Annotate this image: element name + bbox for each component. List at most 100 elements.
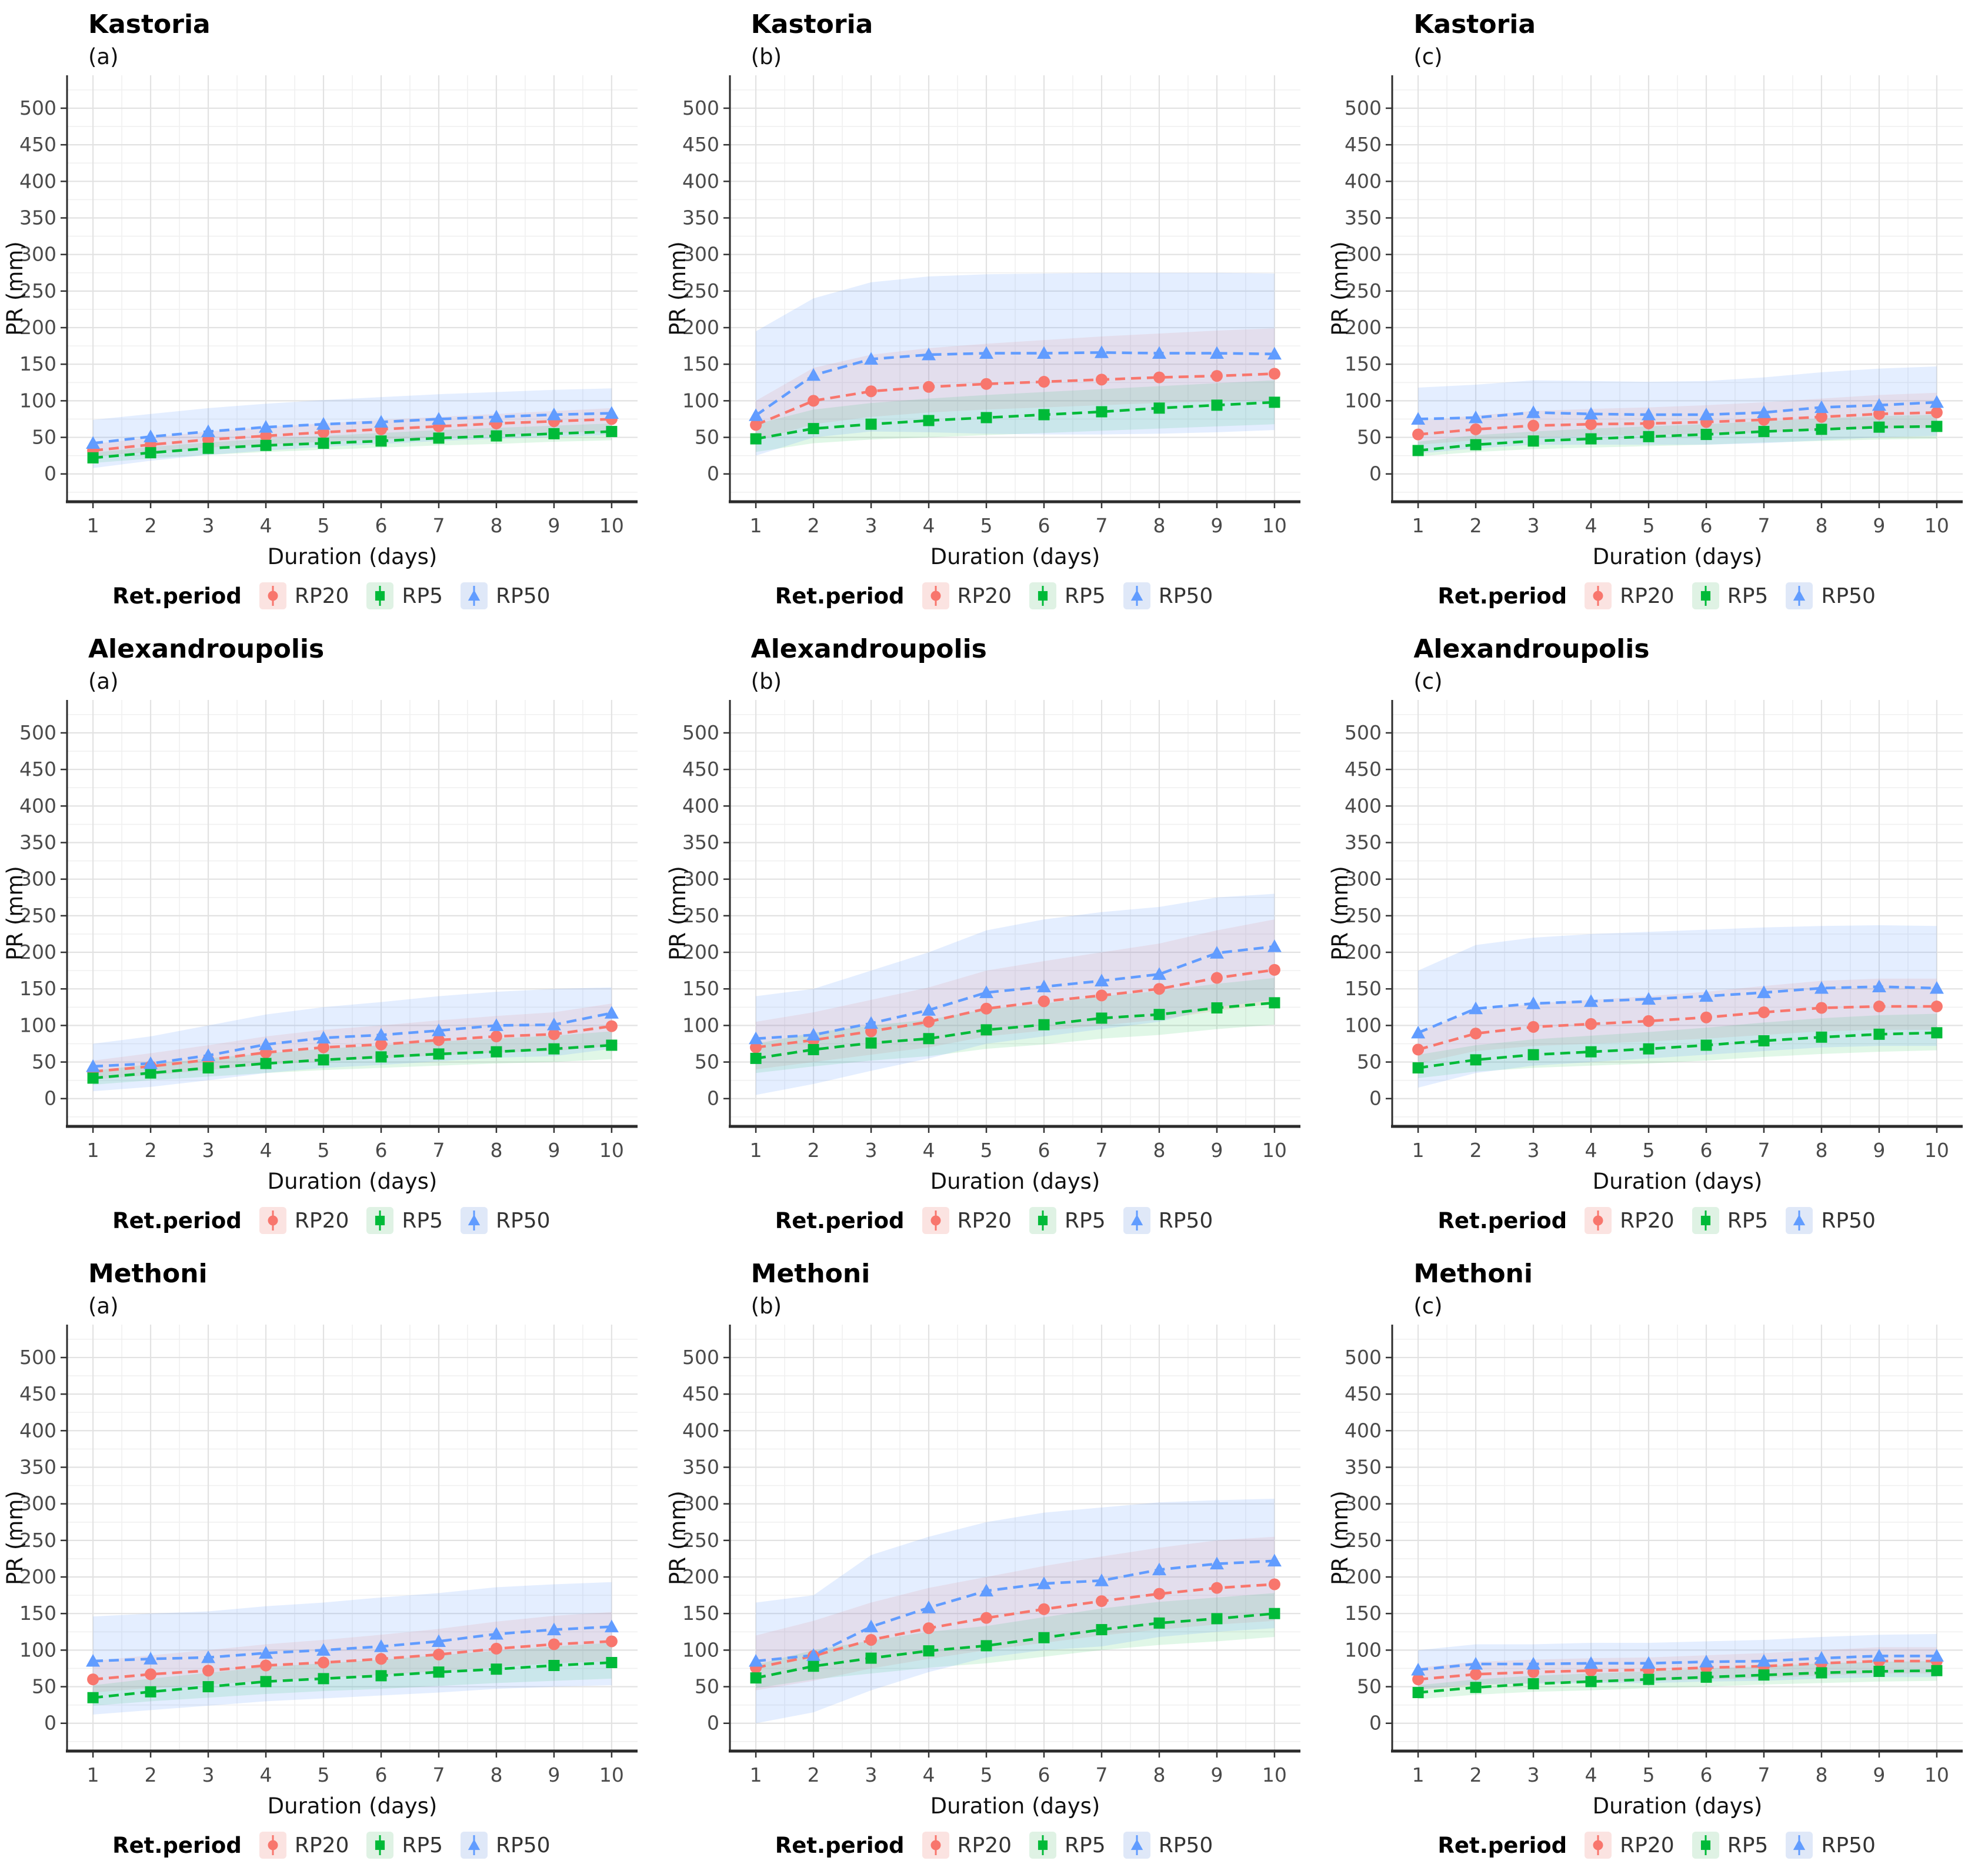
legend-item-RP20: RP20: [259, 1832, 349, 1859]
panel-label: (a): [88, 44, 119, 69]
data-point: [201, 424, 216, 438]
plot-svg: 1 2 3 4 5 6 7 8 9 1005010015020025030035040045050…: [1327, 1325, 1963, 1819]
station-title: Kastoria: [1413, 9, 1536, 39]
legend-key-glyph: [268, 1835, 278, 1855]
data-point: [375, 1051, 387, 1063]
legend: Ret.period RP20 RP5 RP50: [0, 582, 663, 609]
data-point: [202, 442, 214, 454]
data-point: [433, 1048, 445, 1060]
data-point: [1585, 433, 1597, 445]
y-tick-label: 300: [19, 1492, 56, 1515]
ribbon-RP20: [1418, 978, 1937, 1064]
legend-key-glyph: [375, 586, 385, 606]
panel-label: (b): [750, 669, 782, 694]
legend-key-RP5: [1029, 1832, 1057, 1859]
data-point: [1412, 1687, 1424, 1699]
data-point: [1412, 1043, 1425, 1056]
data-point: [865, 1652, 877, 1664]
data-point: [546, 1018, 561, 1031]
x-tick-label: 9: [548, 514, 560, 537]
data-point: [1038, 1632, 1050, 1643]
data-point: [865, 1037, 877, 1049]
y-tick-label: 450: [1345, 1382, 1382, 1405]
legend-item-RP20: RP20: [1585, 1832, 1675, 1859]
legend-key-RP20: [1585, 1832, 1612, 1859]
y-tick-label: 250: [19, 279, 56, 302]
y-tick-label: 250: [1345, 279, 1382, 302]
line-RP50: [1417, 985, 1937, 1034]
station-title: Kastoria: [750, 9, 873, 39]
data-point: [1527, 1021, 1540, 1033]
data-point: [1872, 398, 1887, 411]
x-tick-label: 6: [1038, 1763, 1050, 1786]
legend-label-RP20: RP20: [294, 583, 349, 608]
data-point: [1209, 946, 1224, 959]
x-tick-label: 7: [1095, 514, 1108, 537]
chart-panel: Alexandroupolis (c) 1 2 3 4 5 6 7 8 9 10 0 50 100 150…: [1325, 625, 1988, 1249]
data-point: [87, 1673, 99, 1686]
x-tick-label: 8: [490, 1763, 502, 1786]
y-tick-label: 400: [1345, 169, 1382, 192]
data-point: [807, 395, 819, 407]
x-tick-label: 3: [1527, 514, 1540, 537]
data-point: [1038, 1840, 1048, 1850]
data-point: [431, 1634, 446, 1647]
data-point: [1095, 1595, 1108, 1608]
data-point: [748, 1654, 763, 1667]
legend-key-RP20: [922, 582, 949, 609]
x-tick-label: 6: [1700, 514, 1713, 537]
data-point: [1643, 431, 1655, 442]
legend-key-glyph: [1038, 1211, 1048, 1231]
data-point: [145, 1668, 157, 1680]
x-tick-label: 4: [260, 514, 272, 537]
data-point: [1470, 1028, 1482, 1040]
data-point: [375, 435, 387, 447]
y-tick-label: 200: [1345, 316, 1382, 339]
legend-item-RP20: RP20: [922, 582, 1012, 609]
data-point: [750, 433, 762, 445]
data-point: [1094, 1573, 1109, 1586]
data-point: [1412, 445, 1424, 456]
data-point: [1758, 1035, 1770, 1047]
data-point: [930, 591, 941, 601]
data-point: [1268, 963, 1280, 976]
x-tick-label: 1: [87, 1763, 99, 1786]
data-point: [468, 1839, 481, 1850]
data-point: [1412, 1673, 1425, 1686]
data-point: [1038, 376, 1050, 388]
data-point: [546, 1622, 561, 1636]
data-point: [808, 423, 819, 435]
legend-label-RP5: RP5: [402, 1208, 443, 1233]
y-tick-label: 250: [682, 1529, 719, 1552]
data-point: [1096, 1624, 1108, 1636]
chart-panel: Methoni (b) 1 2 3 4 5 6 7 8 9 10 0 50 100 150 200 250 30…: [663, 1249, 1326, 1874]
x-tick-label: 9: [1210, 1139, 1223, 1162]
data-point: [318, 438, 329, 449]
x-tick-label: 7: [1758, 1763, 1770, 1786]
data-point: [316, 1031, 331, 1044]
data-point: [1526, 996, 1541, 1009]
data-point: [980, 1612, 992, 1624]
y-tick-label: 400: [19, 1419, 56, 1442]
legend-key-glyph: [1793, 586, 1806, 606]
data-point: [1814, 400, 1829, 414]
data-point: [1758, 1669, 1770, 1681]
x-tick-label: 9: [1873, 1763, 1886, 1786]
x-tick-label: 5: [318, 514, 330, 537]
data-point: [1873, 408, 1886, 420]
y-tick-label: 300: [1345, 243, 1382, 266]
data-point: [921, 1600, 936, 1613]
legend-key-glyph: [468, 586, 481, 606]
data-point: [1470, 423, 1482, 435]
data-point: [1814, 981, 1829, 994]
x-tick-label: 4: [922, 514, 935, 537]
legend-key-glyph: [930, 1211, 941, 1231]
data-point: [930, 1840, 941, 1850]
data-point: [1931, 1001, 1943, 1013]
y-tick-label: 100: [1345, 1013, 1382, 1036]
data-point: [1699, 989, 1714, 1002]
plot-svg: 1 2 3 4 5 6 7 8 9 1005010015020025030035040045050…: [665, 1325, 1300, 1819]
x-tick-label: 4: [260, 1763, 272, 1786]
legend-item-RP5: RP5: [1692, 582, 1768, 609]
y-tick-label: 100: [682, 1013, 719, 1036]
